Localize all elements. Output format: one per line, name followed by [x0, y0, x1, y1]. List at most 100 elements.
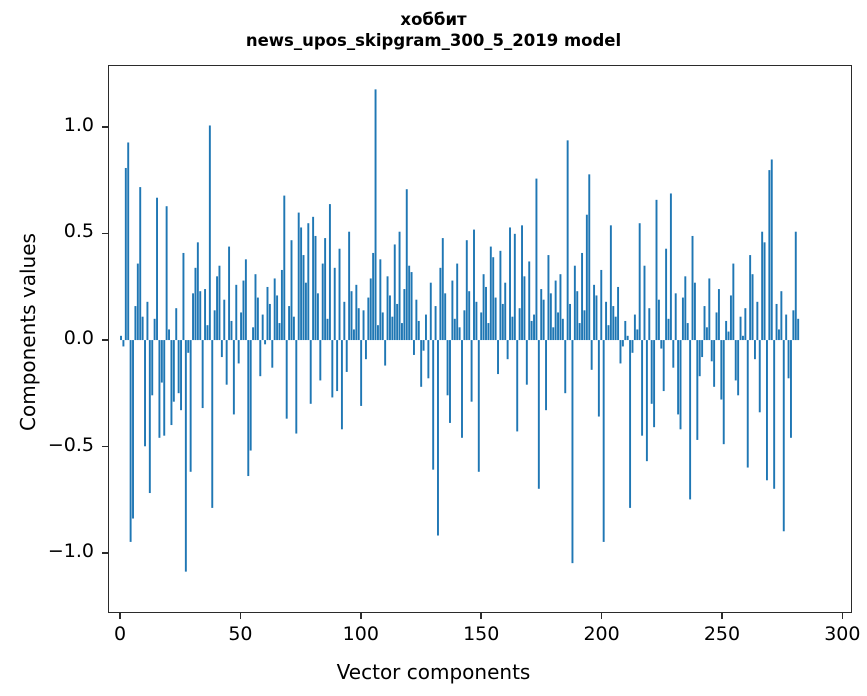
bar	[468, 291, 471, 341]
bar	[369, 278, 372, 341]
bar	[206, 325, 209, 341]
bar	[564, 340, 567, 394]
bar	[710, 340, 713, 362]
bar	[633, 314, 636, 341]
bar	[331, 340, 334, 398]
bar	[319, 340, 322, 381]
bar	[703, 306, 706, 341]
bar	[292, 316, 295, 341]
bar	[561, 318, 564, 341]
bar	[139, 187, 142, 341]
x-tick-mark	[239, 613, 242, 619]
bar	[148, 340, 151, 494]
bar	[729, 295, 732, 341]
bar	[352, 329, 355, 341]
bar	[355, 284, 358, 341]
y-tick-mark	[102, 339, 108, 341]
bar	[420, 340, 423, 387]
bar	[535, 178, 538, 341]
bar	[607, 325, 610, 341]
bar	[153, 318, 156, 341]
bar	[338, 248, 341, 341]
bar	[480, 312, 483, 341]
bar	[151, 340, 154, 396]
bar	[501, 303, 504, 341]
bar	[761, 231, 764, 341]
bar	[708, 278, 711, 341]
bar	[631, 340, 634, 353]
bar	[465, 240, 468, 341]
bar	[693, 282, 696, 341]
bar	[727, 331, 730, 341]
bar	[698, 340, 701, 377]
bar	[617, 286, 620, 341]
bar	[237, 340, 240, 364]
bar	[410, 272, 413, 341]
bar	[189, 340, 192, 472]
bar	[753, 340, 756, 360]
bar	[328, 204, 331, 341]
chart-title-line-2: news_upos_skipgram_300_5_2019 model	[245, 30, 622, 50]
bar	[439, 267, 442, 341]
bar	[588, 174, 591, 341]
bar	[636, 329, 639, 341]
bar	[516, 340, 519, 432]
bar	[475, 301, 478, 341]
bar	[165, 206, 168, 341]
y-tick-label: 0.5	[63, 220, 94, 243]
x-axis-label: Vector components	[336, 660, 531, 684]
bar	[208, 125, 211, 341]
bar	[309, 340, 312, 404]
bar	[777, 329, 780, 341]
bar	[751, 274, 754, 341]
bar	[717, 289, 720, 341]
bar	[773, 340, 776, 489]
bar	[427, 340, 430, 379]
bar	[701, 340, 704, 358]
bar	[300, 227, 303, 341]
bar	[357, 308, 360, 341]
bar	[422, 340, 425, 351]
y-tick-label: −1.0	[47, 540, 94, 563]
bar	[264, 340, 267, 345]
bar	[746, 340, 749, 468]
bar	[177, 340, 180, 394]
bar	[559, 274, 562, 341]
bar	[218, 265, 221, 341]
bar	[770, 159, 773, 341]
y-axis-label: Components values	[16, 233, 40, 431]
bar	[768, 170, 771, 341]
bar	[626, 335, 629, 341]
bar	[408, 265, 411, 341]
bar	[451, 280, 454, 341]
bar	[643, 265, 646, 341]
bar	[376, 325, 379, 341]
bar	[345, 340, 348, 372]
bar	[211, 340, 214, 508]
bar	[276, 295, 279, 341]
bar	[554, 280, 557, 341]
bar	[350, 291, 353, 341]
bar	[194, 267, 197, 341]
bar	[425, 314, 427, 341]
bar	[417, 320, 420, 341]
bar	[449, 340, 451, 423]
x-tick-label: 300	[824, 623, 861, 645]
y-tick-mark	[102, 126, 108, 128]
bar	[715, 312, 718, 341]
bar	[477, 340, 480, 472]
bar	[384, 340, 387, 366]
bar	[485, 286, 487, 341]
bar	[288, 306, 291, 341]
bar	[216, 276, 219, 341]
x-tick-label: 100	[342, 623, 379, 645]
bar	[172, 340, 175, 402]
bar	[744, 308, 747, 341]
bar	[391, 316, 394, 341]
bar	[187, 340, 190, 353]
bar	[398, 231, 401, 341]
bar	[367, 297, 370, 341]
bar	[146, 301, 149, 341]
bar	[396, 303, 399, 341]
bar	[593, 284, 596, 341]
